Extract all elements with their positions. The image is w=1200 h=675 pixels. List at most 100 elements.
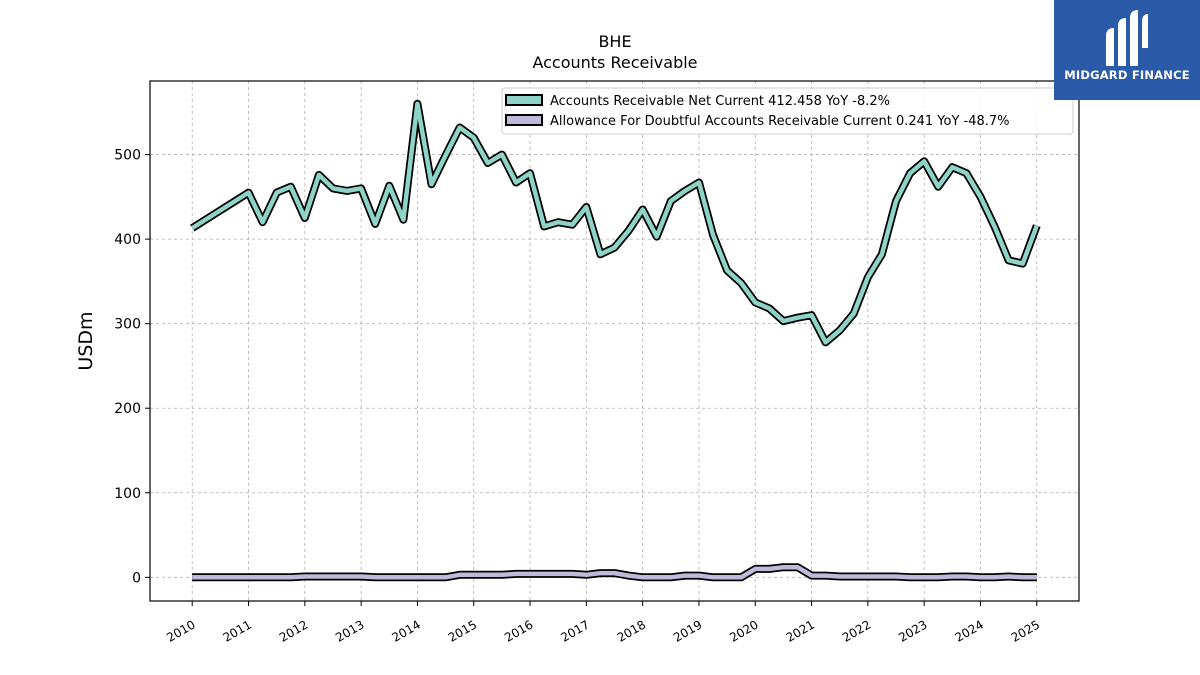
series-0-point [965, 172, 968, 175]
series-0-point [782, 320, 785, 323]
y-tick-label: 200 [114, 401, 141, 417]
series-0-point [669, 200, 672, 203]
series-1-point [360, 575, 363, 578]
series-1-point [754, 567, 757, 570]
x-tick-label: 2020 [727, 617, 760, 644]
series-0-point [332, 187, 335, 190]
legend: Accounts Receivable Net Current 412.458 … [501, 87, 1074, 135]
series-0-point [360, 187, 363, 190]
series-1-point [543, 572, 546, 575]
logo: MIDGARD FINANCE [1054, 0, 1200, 100]
series-1-point [740, 576, 743, 579]
series-0-point [486, 162, 489, 165]
series-0-point [909, 172, 912, 175]
series-1-point [613, 572, 616, 575]
x-tick-label: 2016 [502, 617, 535, 644]
series-1-point [388, 576, 391, 579]
series-1-point [599, 572, 602, 575]
series-1-point [824, 574, 827, 577]
series-1-point [346, 575, 349, 578]
series-0-line [190, 101, 1039, 345]
series-1-point [796, 566, 799, 569]
series-1-point [655, 576, 658, 579]
x-tick-label: 2014 [389, 617, 422, 644]
series-0-point [247, 191, 250, 194]
series-1-point [782, 566, 785, 569]
series-0-point [402, 218, 405, 221]
x-tick-label: 2013 [333, 617, 366, 644]
series-1-point [951, 575, 954, 578]
y-tick-label: 300 [114, 317, 141, 333]
series-1-point [683, 574, 686, 577]
x-tick-label: 2012 [277, 617, 310, 644]
series-1-point [669, 576, 672, 579]
series-1-point [571, 572, 574, 575]
series-1-point [472, 573, 475, 576]
series-0-point [923, 160, 926, 163]
x-tick-label: 2017 [558, 617, 591, 644]
series-1-point [838, 575, 841, 578]
series-1-point [1021, 576, 1024, 579]
x-tick-label: 2025 [1009, 617, 1042, 644]
series-0-point [951, 166, 954, 169]
series-1-point [585, 573, 588, 576]
series-1-point [444, 576, 447, 579]
series-0-point [416, 102, 419, 105]
legend-label: Allowance For Doubtful Accounts Receivab… [550, 114, 1010, 129]
series-0-point [993, 225, 996, 228]
series-0-point [388, 184, 391, 187]
x-tick-label: 2018 [615, 617, 648, 644]
series-1-point [810, 574, 813, 577]
series-1-point [275, 576, 278, 579]
logo-mark-icon [1106, 10, 1148, 66]
series-1-point [402, 576, 405, 579]
y-axis-label: USDm [75, 311, 97, 370]
y-tick-label: 0 [132, 570, 141, 586]
series-0-point [346, 189, 349, 192]
legend-swatch [505, 94, 543, 106]
series-0-point [880, 253, 883, 256]
x-tick-label: 2010 [164, 617, 197, 644]
series-1-point [374, 576, 377, 579]
series-0-point [1007, 259, 1010, 262]
series-1-point [768, 567, 771, 570]
series-1-line [192, 564, 1037, 580]
grid [150, 81, 1079, 601]
y-tick-label: 100 [114, 486, 141, 502]
series-1-point [726, 576, 729, 579]
x-tick-label: 2022 [840, 617, 873, 644]
y-tick-label: 500 [114, 148, 141, 164]
series-1-point [500, 573, 503, 576]
series-0-point [1021, 262, 1024, 265]
series-0-point [655, 235, 658, 238]
series-0-point [740, 282, 743, 285]
series-1-point [430, 576, 433, 579]
series-0-point [683, 189, 686, 192]
series-0-point [726, 269, 729, 272]
series-1-point [895, 575, 898, 578]
series-0-point [515, 181, 518, 184]
series-1-point [698, 574, 701, 577]
series-0-point [810, 314, 813, 317]
series-1-point [515, 572, 518, 575]
x-tick-label: 2019 [671, 617, 704, 644]
series-1-point [880, 575, 883, 578]
series-1-point [852, 575, 855, 578]
series-0-point [866, 276, 869, 279]
series-0-point [289, 185, 292, 188]
series-0-point [768, 307, 771, 310]
series-0-point [641, 208, 644, 211]
series-0-point [303, 217, 306, 220]
series-0-point [838, 329, 841, 332]
series-1-point [458, 573, 461, 576]
series-1-point [1007, 575, 1010, 578]
series-1-point [866, 575, 869, 578]
legend-swatch [505, 114, 543, 126]
series-0-point [613, 246, 616, 249]
series-1-point [332, 575, 335, 578]
x-tick-label: 2024 [953, 617, 986, 644]
logo-text: MIDGARD FINANCE [1064, 68, 1190, 82]
series-0-point [374, 222, 377, 225]
series-0-point [543, 225, 546, 228]
